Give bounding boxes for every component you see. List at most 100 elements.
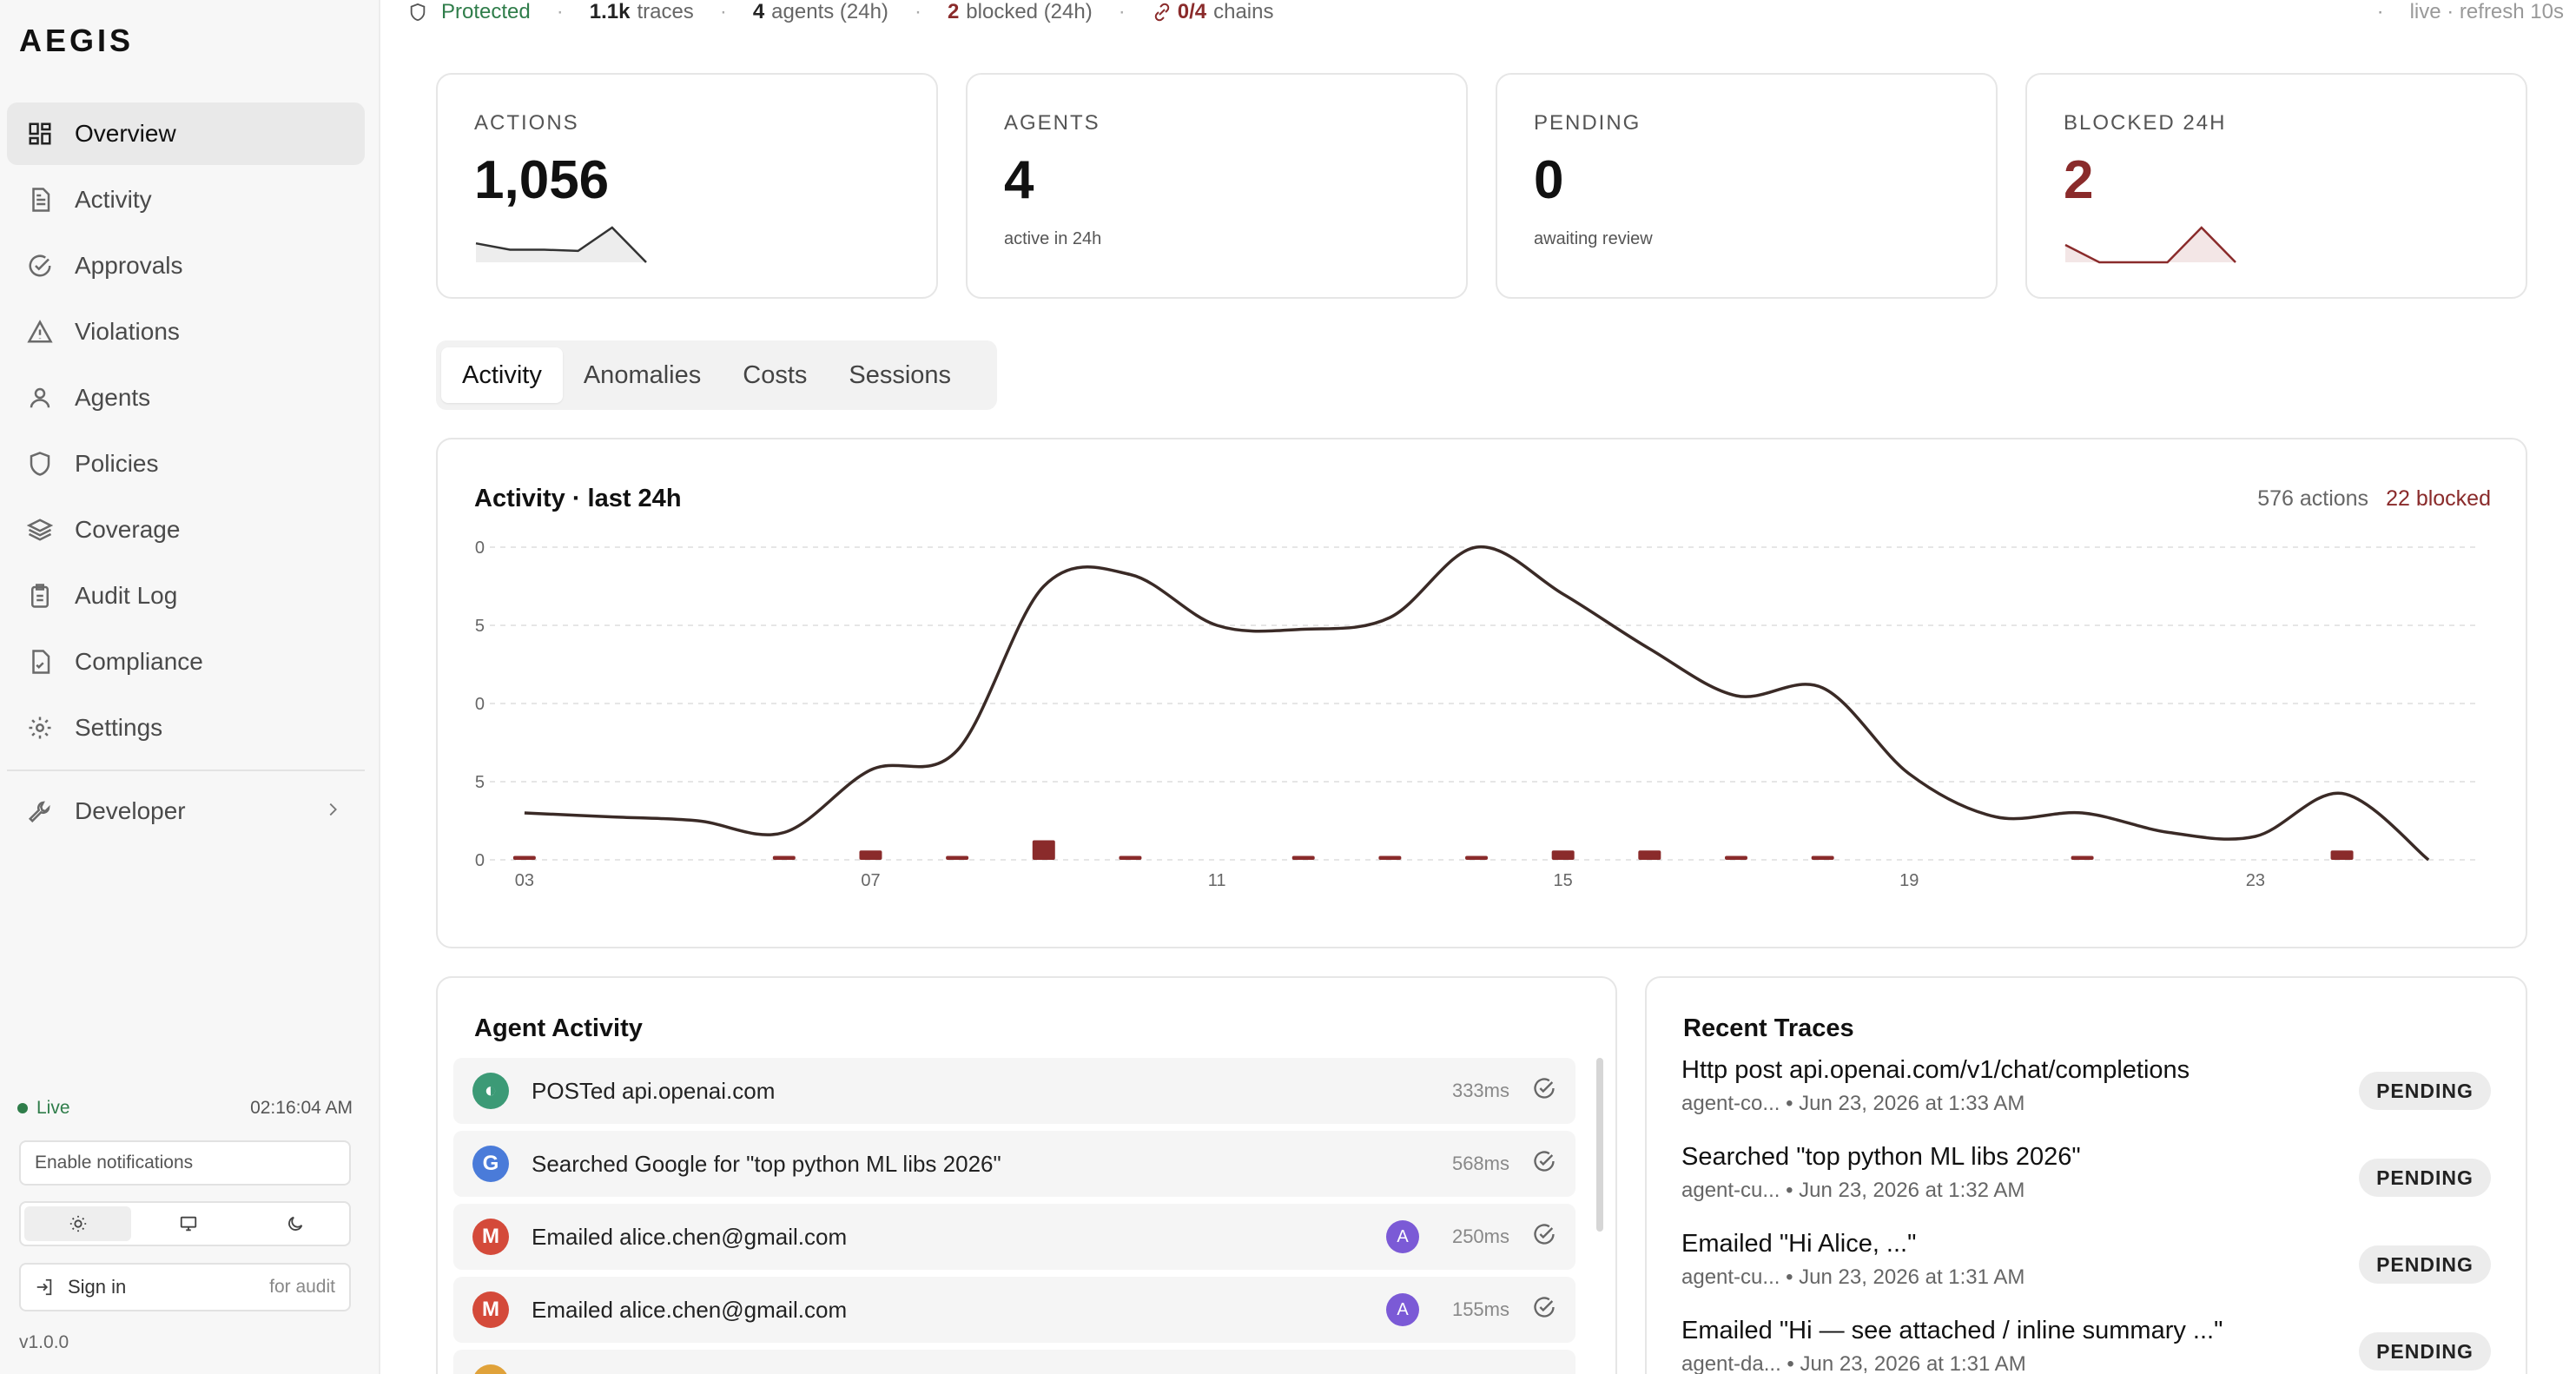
trace-item[interactable]: Http post api.openai.com/v1/chat/complet…: [1681, 1056, 2489, 1116]
theme-system-button[interactable]: [135, 1203, 241, 1245]
y-tick-label: 5: [475, 773, 485, 792]
tab-costs[interactable]: Costs: [743, 360, 808, 389]
sign-in-label: Sign in: [68, 1276, 127, 1298]
sparkline-area: [476, 228, 646, 262]
check-circle-icon: [26, 252, 54, 280]
traces-value: 1.1k: [589, 0, 631, 23]
blocked-bar: [1724, 855, 1747, 860]
live-label: Live: [36, 1098, 70, 1118]
sidebar-item-developer[interactable]: Developer: [7, 780, 365, 842]
sidebar-item-approvals[interactable]: Approvals: [7, 235, 365, 297]
wrench-icon: [26, 797, 54, 825]
trace-item[interactable]: Emailed "Hi — see attached / inline summ…: [1681, 1317, 2489, 1374]
activity-text: Emailed alice.chen@gmail.com: [532, 1223, 848, 1250]
stat-subtext: active in 24h: [1004, 229, 1102, 248]
sidebar-item-overview[interactable]: Overview: [7, 102, 365, 165]
traces-count: 1.1k traces: [590, 0, 694, 24]
stat-label: PENDING: [1534, 111, 1641, 135]
check-circle-icon: [1532, 1076, 1556, 1106]
theme-switcher: [19, 1201, 351, 1246]
status-badge: PENDING: [2359, 1245, 2491, 1284]
chains-value: 0/4: [1177, 0, 1207, 23]
theme-dark-button[interactable]: [242, 1203, 349, 1245]
scrollbar[interactable]: [1596, 1058, 1603, 1232]
agent-activity-list: ◐ POSTed api.openai.com 333ms G Searched Goo…: [453, 1058, 1575, 1374]
view-tabs: Activity Anomalies Costs Sessions: [436, 340, 997, 410]
blocked-bar: [946, 855, 969, 860]
status-bar: Protected · 1.1k traces · 4 agents (24h) ·…: [408, 0, 2576, 24]
sidebar-item-label: Agents: [75, 384, 151, 411]
sidebar-item-violations[interactable]: Violations: [7, 301, 365, 363]
chains-status[interactable]: 0/4 chains: [1152, 0, 1273, 24]
trace-meta: agent-da... • Jun 23, 2026 at 1:31 AM: [1681, 1352, 2026, 1374]
chart-title: Activity · last 24h: [474, 485, 682, 512]
panel-title: Agent Activity: [474, 1014, 643, 1042]
activity-row[interactable]: [453, 1350, 1575, 1374]
x-tick-label: 11: [1208, 871, 1226, 890]
openai-icon: ◐: [472, 1073, 509, 1109]
sparkline-line: [2064, 226, 2236, 264]
sidebar-item-policies[interactable]: Policies: [7, 433, 365, 495]
shield-icon: [26, 450, 54, 478]
activity-row[interactable]: M Emailed alice.chen@gmail.com A 250ms: [453, 1204, 1575, 1270]
stat-value: 1,056: [474, 150, 610, 210]
sidebar-item-label: Activity: [75, 186, 152, 213]
live-dot-icon: [17, 1103, 28, 1114]
grid-icon: [26, 120, 54, 148]
sidebar-item-label: Settings: [75, 714, 163, 741]
enable-notifications-button[interactable]: Enable notifications: [19, 1140, 351, 1186]
activity-text: POSTed api.openai.com: [532, 1077, 776, 1104]
sidebar-item-label: Overview: [75, 120, 176, 147]
sidebar-item-audit-log[interactable]: Audit Log: [7, 565, 365, 627]
agent-activity-panel: Agent Activity ◐ POSTed api.openai.com 333…: [436, 976, 1617, 1374]
trace-title: Searched "top python ML libs 2026": [1681, 1143, 2081, 1171]
activity-row[interactable]: ◐ POSTed api.openai.com 333ms: [453, 1058, 1575, 1124]
tab-anomalies[interactable]: Anomalies: [583, 360, 702, 389]
duration: 155ms: [1451, 1298, 1509, 1320]
activity-row[interactable]: M Emailed alice.chen@gmail.com A 155ms: [453, 1277, 1575, 1343]
trace-item[interactable]: Searched "top python ML libs 2026" agent-…: [1681, 1143, 2489, 1203]
activity-row[interactable]: G Searched Google for "top python ML libs…: [453, 1131, 1575, 1197]
trace-title: Http post api.openai.com/v1/chat/complet…: [1681, 1056, 2190, 1084]
avatar[interactable]: A: [1386, 1293, 1419, 1326]
sidebar-nav: Overview Activity Approvals Violations A…: [7, 102, 365, 846]
sidebar-item-activity[interactable]: Activity: [7, 168, 365, 231]
sidebar-item-agents[interactable]: Agents: [7, 367, 365, 429]
stat-value: 0: [1534, 150, 1564, 210]
blocked-label: blocked (24h): [966, 0, 1093, 23]
stat-card-blocked: BLOCKED 24H 2: [2025, 73, 2527, 299]
blocked-value: 2: [947, 0, 960, 23]
check-circle-icon: [1532, 1149, 1556, 1179]
protected-status: Protected: [408, 0, 531, 24]
trace-meta: agent-co... • Jun 23, 2026 at 1:33 AM: [1681, 1092, 2025, 1115]
trace-meta: agent-cu... • Jun 23, 2026 at 1:31 AM: [1681, 1265, 2025, 1289]
warning-icon: [26, 318, 54, 346]
sidebar-item-label: Violations: [75, 318, 180, 345]
activity-chart: 0 5 0 5 0 03 07 11 15 19 23: [475, 538, 2480, 890]
y-tick-label: 0: [475, 851, 485, 870]
x-tick-label: 15: [1554, 871, 1573, 890]
status-badge: PENDING: [2359, 1332, 2491, 1371]
sidebar-item-settings[interactable]: Settings: [7, 697, 365, 759]
sidebar-item-compliance[interactable]: Compliance: [7, 631, 365, 693]
stat-label: BLOCKED 24H: [2064, 111, 2227, 135]
sidebar-divider: [7, 770, 365, 771]
sign-in-button[interactable]: Sign in for audit: [19, 1263, 351, 1311]
trace-item[interactable]: Emailed "Hi Alice, ..." agent-cu... • Jun…: [1681, 1230, 2489, 1290]
avatar[interactable]: A: [1386, 1220, 1419, 1253]
check-circle-icon: [1532, 1222, 1556, 1252]
tab-sessions[interactable]: Sessions: [849, 360, 952, 389]
y-tick-label: 5: [475, 617, 485, 636]
sparkline-line: [475, 226, 647, 263]
app-logo[interactable]: AEGIS: [19, 23, 135, 58]
app-version: v1.0.0: [19, 1332, 69, 1352]
clipboard-icon: [26, 582, 54, 610]
blocked-bar: [1119, 855, 1142, 860]
document-icon: [26, 186, 54, 214]
tab-activity[interactable]: Activity: [441, 347, 563, 403]
traces-label: traces: [637, 0, 694, 23]
sidebar: AEGIS Overview Activity Approvals Violat…: [0, 0, 380, 1374]
blocked-bar: [1465, 855, 1489, 860]
sidebar-item-coverage[interactable]: Coverage: [7, 499, 365, 561]
theme-light-button[interactable]: [24, 1206, 132, 1241]
